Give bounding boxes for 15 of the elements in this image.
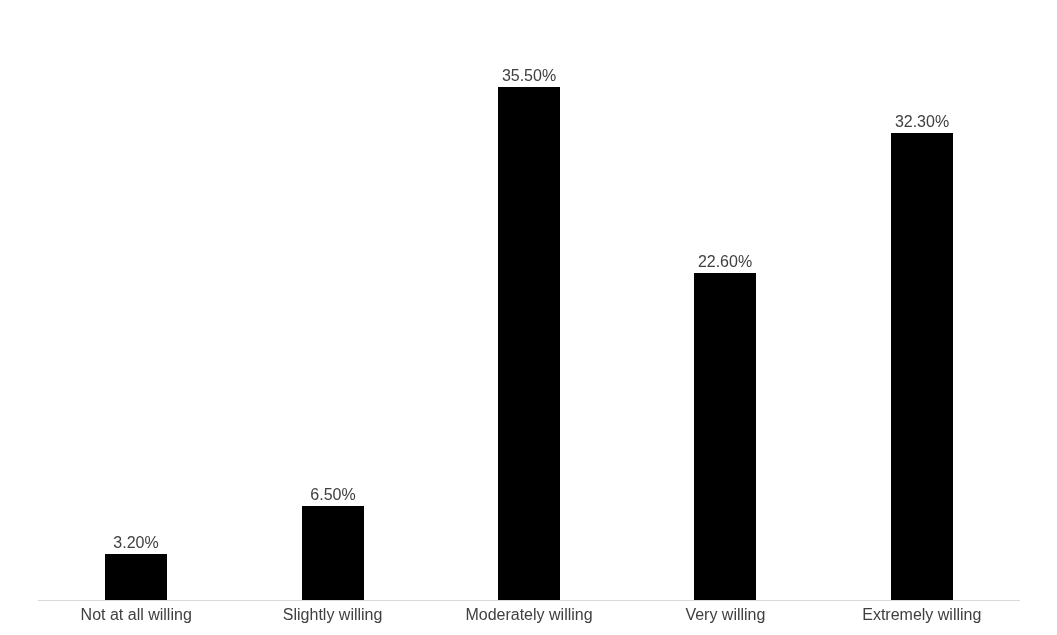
data-label: 6.50% [310, 486, 356, 503]
x-tick-label: Very willing [685, 606, 766, 624]
data-label: 32.30% [894, 113, 950, 130]
data-label: 22.60% [697, 253, 753, 270]
bar [105, 554, 167, 600]
bar [891, 133, 953, 600]
x-tick-label: Extremely willing [862, 606, 982, 624]
data-label: 3.20% [113, 534, 159, 551]
bar [694, 273, 756, 600]
x-tick-label: Moderately willing [465, 606, 593, 624]
x-tick-label: Slightly willing [282, 606, 383, 624]
bar [498, 87, 560, 600]
x-tick-label: Not at all willing [80, 606, 192, 624]
bar [302, 506, 364, 600]
data-label: 35.50% [501, 67, 557, 84]
